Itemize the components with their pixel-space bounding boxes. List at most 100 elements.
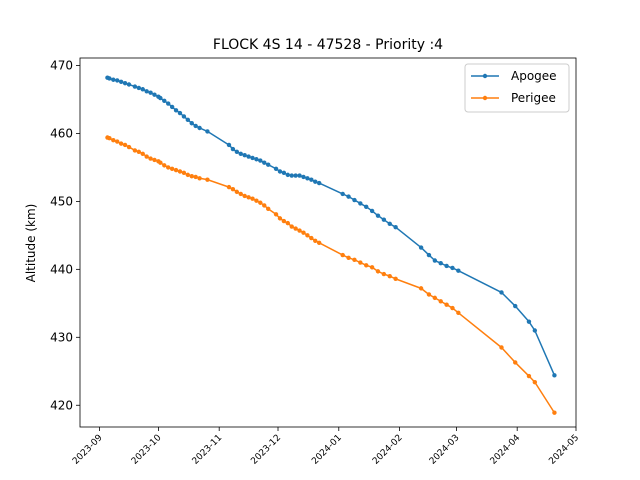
data-point [281,170,287,176]
data-point [375,213,381,218]
data-point [152,92,157,97]
y-tick-label: 430 [50,330,73,344]
data-point [438,299,443,304]
data-point [185,172,191,178]
data-point [285,220,291,226]
data-point [316,240,322,246]
data-point [309,235,314,241]
data-point [173,167,179,173]
data-point [162,98,167,104]
data-point [346,194,351,199]
data-point [297,173,302,178]
legend-label: Apogee [511,69,557,83]
data-point [238,151,243,157]
data-point [456,310,461,316]
legend: Apogee Perigee [464,63,570,113]
data-point [313,179,318,184]
data-point [197,125,202,131]
data-point [254,198,259,203]
data-point [118,141,124,146]
data-point [266,206,271,212]
data-point [364,204,369,210]
data-point [118,79,124,84]
data-point [148,156,153,161]
data-point [158,95,163,101]
data-point [166,101,171,106]
data-point [169,166,175,171]
data-point [234,149,240,154]
data-point [250,196,255,201]
data-point [352,257,357,263]
data-point [499,290,504,295]
data-point [126,144,132,150]
data-point [181,170,187,176]
data-point [107,76,112,81]
data-point [552,410,557,415]
data-point [242,193,247,199]
data-point [258,158,263,163]
data-point [381,217,387,222]
data-point [432,258,438,263]
data-point [273,212,279,217]
data-point [444,263,449,269]
series-apogee [105,75,557,378]
data-point [340,252,345,258]
y-axis-label: Altitude (km) [24,204,38,283]
data-point [352,197,357,203]
plot-frame [79,57,577,428]
data-point [297,228,302,233]
data-point [246,154,251,159]
plot-area [79,57,577,428]
data-point [169,104,175,110]
data-point [205,177,210,182]
y-axis: 420 430 440 450 460 470 [50,58,80,412]
legend-marker [482,95,488,101]
data-point [189,174,194,179]
data-point [456,268,461,273]
data-point [197,176,202,181]
data-point [375,269,381,274]
data-point [281,218,287,224]
data-point [301,230,306,235]
data-point [181,114,187,119]
data-point [450,305,455,311]
data-point [340,191,345,197]
legend-item-perigee: Perigee [471,91,556,105]
data-point [266,162,271,167]
data-point [107,135,112,141]
data-point [313,238,318,243]
data-point [526,319,532,324]
data-point [277,216,283,221]
data-point [254,157,259,162]
y-tick-label: 420 [50,398,73,412]
data-point [177,110,183,116]
data-point [230,146,236,152]
data-point [189,121,194,126]
data-point [230,186,236,192]
data-point [289,224,294,229]
data-point [316,180,322,186]
data-point [552,373,557,378]
data-point [358,201,363,206]
data-point [285,172,291,178]
data-point [162,163,167,168]
data-point [369,265,375,270]
data-point [193,123,198,129]
data-point [126,82,132,87]
legend-marker [482,73,488,79]
data-point [364,263,369,268]
data-point [277,169,283,174]
y-tick-label: 440 [50,262,73,276]
data-point [193,174,198,180]
data-point [234,189,240,195]
data-point [205,129,210,134]
data-point [393,225,398,230]
data-point [246,195,251,200]
data-point [418,245,424,250]
data-point [185,117,191,123]
data-point [393,276,398,282]
data-point [301,174,306,180]
data-point [346,255,351,260]
data-point [526,373,532,379]
